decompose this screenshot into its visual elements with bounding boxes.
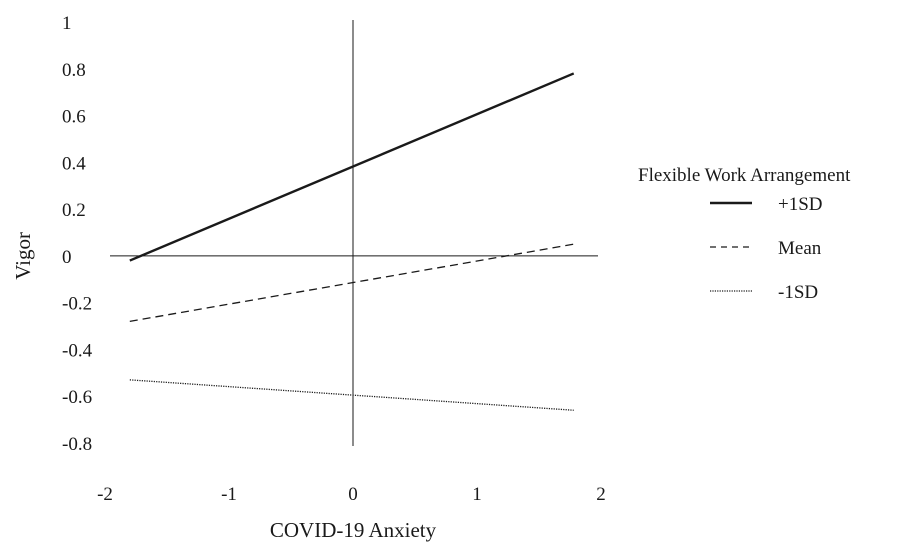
- y-tick-label: -0.4: [62, 340, 93, 361]
- y-tick-label: -0.8: [62, 434, 92, 455]
- legend-items: +1SD Mean -1SD: [710, 194, 823, 303]
- y-tick-label: 0.8: [62, 60, 86, 81]
- legend-label-0: +1SD: [778, 194, 823, 215]
- y-tick-label: 1: [62, 13, 72, 34]
- legend: Flexible Work Arrangement +1SD Mean -1SD: [638, 165, 851, 303]
- legend-label-2: -1SD: [778, 282, 818, 303]
- x-axis-title: COVID-19 Anxiety: [270, 518, 437, 542]
- y-tick-label: 0.4: [62, 153, 86, 174]
- x-tick-label: 2: [596, 484, 606, 505]
- series-line-2: [129, 379, 574, 411]
- y-tick-label: 0.6: [62, 107, 86, 128]
- legend-label-1: Mean: [778, 238, 822, 259]
- y-tick-label: -0.2: [62, 294, 92, 315]
- x-tick-label: 1: [472, 484, 482, 505]
- axes: [110, 20, 598, 446]
- legend-title: Flexible Work Arrangement: [638, 165, 851, 186]
- y-tick-label: 0.2: [62, 200, 86, 221]
- series-line-1: [129, 243, 574, 323]
- x-tick-labels: -2 -1 0 1 2: [97, 484, 606, 505]
- series-line-0: [129, 72, 575, 262]
- y-tick-label: 0: [62, 247, 72, 268]
- y-tick-labels: 1 0.8 0.6 0.4 0.2 0 -0.2 -0.4 -0.6 -0.8: [62, 13, 93, 455]
- x-tick-label: -2: [97, 484, 113, 505]
- y-tick-label: -0.6: [62, 387, 92, 408]
- y-axis-title: Vigor: [11, 232, 35, 280]
- x-tick-label: 0: [348, 484, 358, 505]
- x-tick-label: -1: [221, 484, 237, 505]
- series-lines: [129, 72, 575, 411]
